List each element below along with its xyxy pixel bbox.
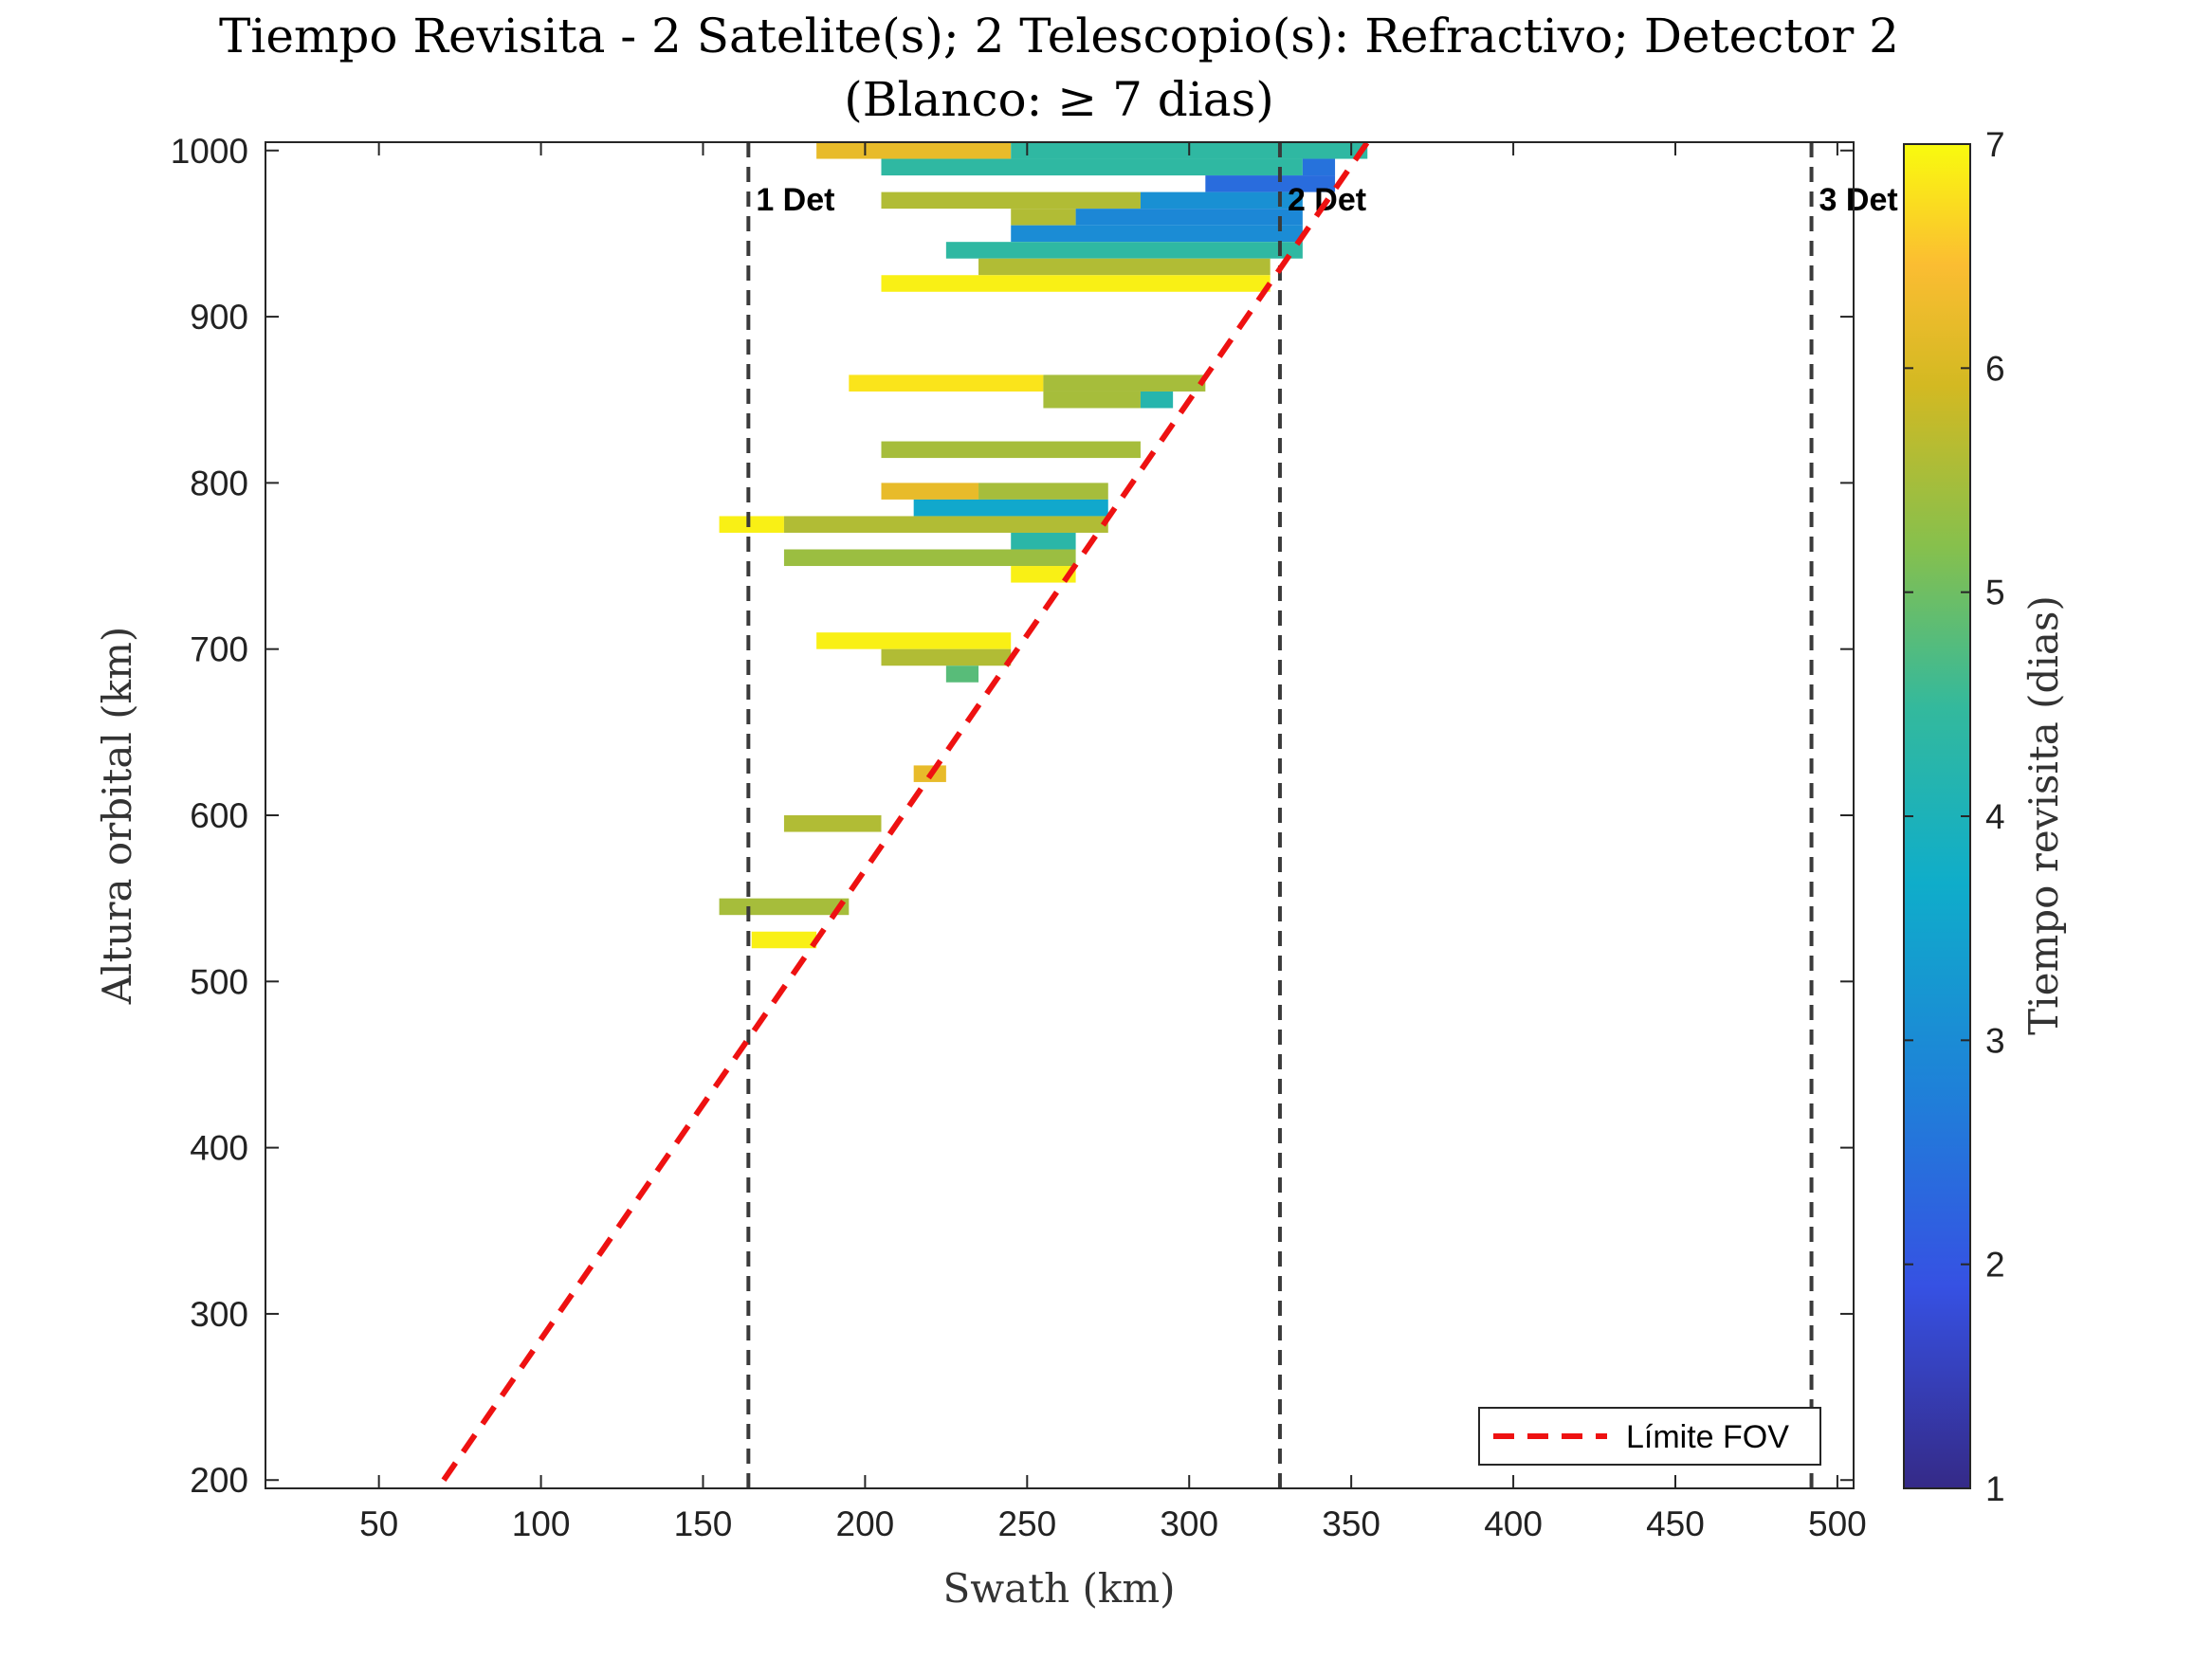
x-tick-label: 350: [1322, 1504, 1380, 1543]
x-tick-label: 300: [1160, 1504, 1218, 1543]
x-tick-label: 250: [997, 1504, 1056, 1543]
x-tick-label: 50: [359, 1504, 398, 1543]
colorbar-tick-label: 1: [1985, 1469, 2005, 1508]
y-tick-label: 700: [190, 630, 248, 669]
colorbar-label: Tiempo revisita (dias): [2020, 595, 2067, 1035]
colorbar-tick-label: 5: [1985, 574, 2005, 612]
heatmap-cell: [783, 516, 1108, 533]
colorbar: [1903, 143, 1971, 1489]
plot-area: [265, 142, 1854, 1488]
x-tick-label: 500: [1808, 1504, 1867, 1543]
heatmap-cell: [1302, 158, 1336, 176]
y-tick-label: 600: [190, 796, 248, 835]
detector-label: 3 Det: [1819, 182, 1898, 218]
legend-fov-label: Límite FOV: [1626, 1419, 1789, 1455]
heatmap-cell: [783, 549, 1076, 567]
heatmap-cell: [881, 441, 1141, 459]
legend-box: Límite FOV: [1478, 1407, 1821, 1466]
heatmap-cell: [719, 898, 850, 916]
heatmap-cell: [881, 275, 1271, 292]
y-axis-label: Altura orbital (km): [94, 627, 140, 1006]
heatmap-cell: [1011, 532, 1076, 550]
x-tick-label: 450: [1646, 1504, 1705, 1543]
colorbar-tick-label: 4: [1985, 797, 2005, 836]
y-axis-ticks: 200 300 400 500 600 700 800 900 1000: [171, 132, 1854, 1500]
heatmap-cells: [719, 142, 1368, 949]
heatmap-cell: [881, 648, 1012, 666]
x-tick-label: 150: [674, 1504, 733, 1543]
heatmap-cell: [1043, 391, 1141, 409]
x-tick-label: 400: [1484, 1504, 1543, 1543]
heatmap-cell: [849, 374, 1044, 392]
heatmap-cell: [751, 931, 817, 949]
y-tick-label: 200: [190, 1461, 248, 1500]
heatmap-cell: [978, 258, 1271, 276]
heatmap-cell: [881, 483, 979, 500]
heatmap-cell: [816, 632, 1012, 649]
heatmap-cell: [783, 815, 882, 832]
x-axis-ticks: 50 100 150 200 250 300 350 400 450 500: [359, 142, 1867, 1543]
chart-title-line2: (Blanco: ≥ 7 dias): [844, 72, 1274, 127]
heatmap-cell: [1140, 391, 1174, 409]
colorbar-tick-label: 6: [1985, 349, 2005, 388]
y-tick-label: 1000: [171, 132, 248, 171]
y-tick-label: 400: [190, 1129, 248, 1168]
x-tick-label: 200: [836, 1504, 895, 1543]
x-axis-label: Swath (km): [942, 1565, 1175, 1612]
heatmap-cell: [945, 665, 979, 683]
heatmap-cell: [816, 142, 1012, 159]
y-tick-label: 300: [190, 1295, 248, 1334]
detector-label: 1 Det: [756, 182, 834, 218]
heatmap-cell: [1011, 566, 1076, 583]
heatmap-cell: [978, 483, 1108, 500]
heatmap-cell: [1011, 209, 1076, 226]
chart-title-line1: Tiempo Revisita - 2 Satelite(s); 2 Teles…: [219, 9, 1899, 64]
colorbar-tick-label: 3: [1985, 1021, 2005, 1060]
heatmap-cell: [1140, 191, 1303, 210]
x-tick-label: 100: [512, 1504, 571, 1543]
heatmap-cell: [913, 499, 1108, 517]
colorbar-ticks: 1 2 3 4 5 6 7: [1904, 125, 2005, 1508]
y-tick-label: 800: [190, 464, 248, 502]
heatmap-cell: [881, 158, 1303, 176]
heatmap-cell: [1205, 175, 1336, 192]
heatmap-cell: [1011, 225, 1303, 243]
heatmap-cell: [1075, 209, 1303, 226]
heatmap-cell: [881, 191, 1141, 210]
y-tick-label: 900: [190, 298, 248, 337]
colorbar-tick-label: 7: [1985, 125, 2005, 164]
heatmap-cell: [945, 242, 1303, 259]
colorbar-tick-label: 2: [1985, 1246, 2005, 1285]
y-tick-label: 500: [190, 962, 248, 1001]
heatmap-cell: [719, 516, 784, 533]
heatmap-cell: [1043, 374, 1206, 392]
